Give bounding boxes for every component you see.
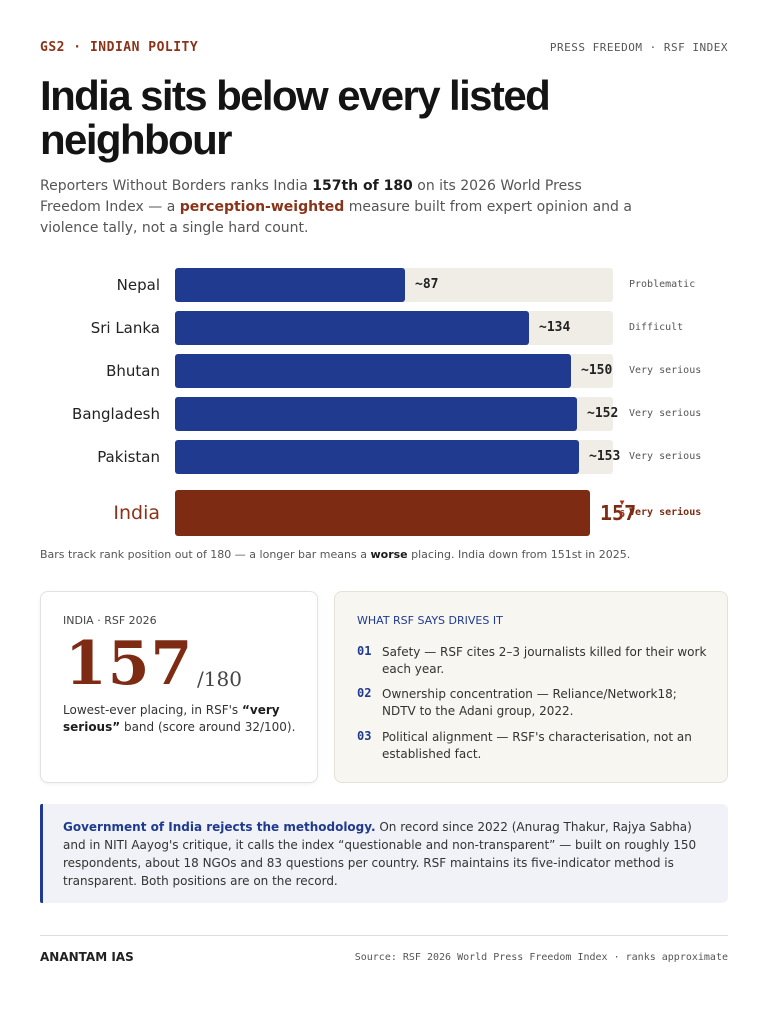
methodology-callout: Government of India rejects the methodol… (40, 804, 728, 903)
band-label: Very serious (629, 451, 702, 462)
infographic-page: GS2 · INDIAN POLITY PRESS FREEDOM · RSF … (40, 0, 728, 1010)
driver-text: Safety — RSF cites 2–3 journalists kille… (382, 645, 707, 676)
rank-number: 157 (65, 629, 194, 699)
source-note: Source: RSF 2026 World Press Freedom Ind… (354, 952, 728, 963)
drivers-card-kicker: WHAT RSF SAYS DRIVES IT (357, 614, 503, 627)
driver-text: Political alignment — RSF's characterisa… (382, 730, 692, 761)
bar-row: Pakistan ~153 Very serious (40, 440, 728, 474)
rank-change-value: 6 (618, 509, 626, 520)
dek: Reporters Without Borders ranks India 15… (40, 178, 632, 236)
brand-name: ANANTAM IAS (40, 950, 134, 964)
bar-value-label: ~152 (587, 406, 619, 421)
down-arrow-icon: ▼ (619, 498, 625, 507)
bar-track: ~152 (175, 397, 618, 431)
bar-track: ~87 (175, 268, 613, 302)
headline: India sits below every listed neighbour (40, 72, 551, 163)
bar (175, 354, 571, 388)
bar-category-label: Sri Lanka (90, 319, 160, 337)
bar (175, 397, 577, 431)
bar-row: Nepal ~87 Problematic (40, 268, 728, 302)
bar-row: Bangladesh ~152 Very serious (40, 397, 728, 431)
bar (175, 490, 590, 536)
rank-total: /180 (197, 667, 242, 691)
caption-emphasis: worse (370, 548, 408, 561)
bar-row-highlight: India 157 ▼ 6 Very serious (40, 490, 728, 536)
band-label: Very serious (629, 365, 702, 376)
bar-row: Bhutan ~150 Very serious (40, 354, 728, 388)
bar (175, 440, 579, 474)
bar-category-label: India (113, 502, 160, 524)
dek-rank: 157th of 180 (312, 178, 413, 194)
subject-tag: GS2 · INDIAN POLITY (40, 40, 199, 55)
band-label: Difficult (629, 322, 684, 333)
bar-category-label: Bangladesh (72, 405, 160, 423)
bar-row: Sri Lanka ~134 Difficult (40, 311, 728, 345)
driver-number: 01 (357, 644, 372, 658)
bar-value-label: ~153 (589, 449, 621, 464)
chart-caption: Bars track rank position out of 180 — a … (40, 548, 631, 561)
rank-change-indicator: ▼ 6 (616, 498, 628, 522)
footer-divider (40, 935, 728, 936)
bar (175, 311, 529, 345)
topic-tag: PRESS FREEDOM · RSF INDEX (549, 41, 728, 54)
bar-track: ~134 (175, 311, 613, 345)
band-label: Problematic (629, 279, 696, 290)
bar-track: 157 (175, 490, 636, 536)
rank-card-kicker: INDIA · RSF 2026 (63, 614, 157, 627)
rank-card: INDIA · RSF 2026 157 /180 Lowest-ever pl… (40, 591, 318, 783)
callout-lead: Government of India rejects the methodol… (63, 820, 376, 834)
drivers-card: WHAT RSF SAYS DRIVES IT 01 Safety — RSF … (334, 591, 728, 783)
bar-value-label: ~150 (581, 363, 613, 378)
band-emphasis: “very serious” (63, 703, 280, 734)
bar-track: ~153 (175, 440, 620, 474)
bar-track: ~150 (175, 354, 613, 388)
band-label: Very serious (629, 507, 702, 518)
bar-category-label: Pakistan (97, 448, 160, 466)
bar-category-label: Nepal (116, 276, 160, 294)
driver-text: Ownership concentration — Reliance/Netwo… (382, 687, 677, 718)
topbar: GS2 · INDIAN POLITY PRESS FREEDOM · RSF … (40, 40, 728, 60)
bar-value-label: ~134 (539, 320, 571, 335)
band-label: Very serious (629, 408, 702, 419)
bar (175, 268, 405, 302)
callout-text: Government of India rejects the methodol… (63, 820, 697, 888)
bar-value-label: ~87 (415, 277, 439, 292)
driver-number: 02 (357, 686, 372, 700)
dek-accent: perception-weighted (179, 199, 345, 215)
bar-category-label: Bhutan (106, 362, 160, 380)
driver-number: 03 (357, 729, 372, 743)
rank-bar-chart: Nepal ~87 Problematic Sri Lanka ~134 Difficul… (40, 268, 728, 538)
rank-card-note: Lowest-ever placing, in RSF's “very seri… (63, 703, 296, 734)
bar-value-label: 157 (600, 501, 637, 525)
